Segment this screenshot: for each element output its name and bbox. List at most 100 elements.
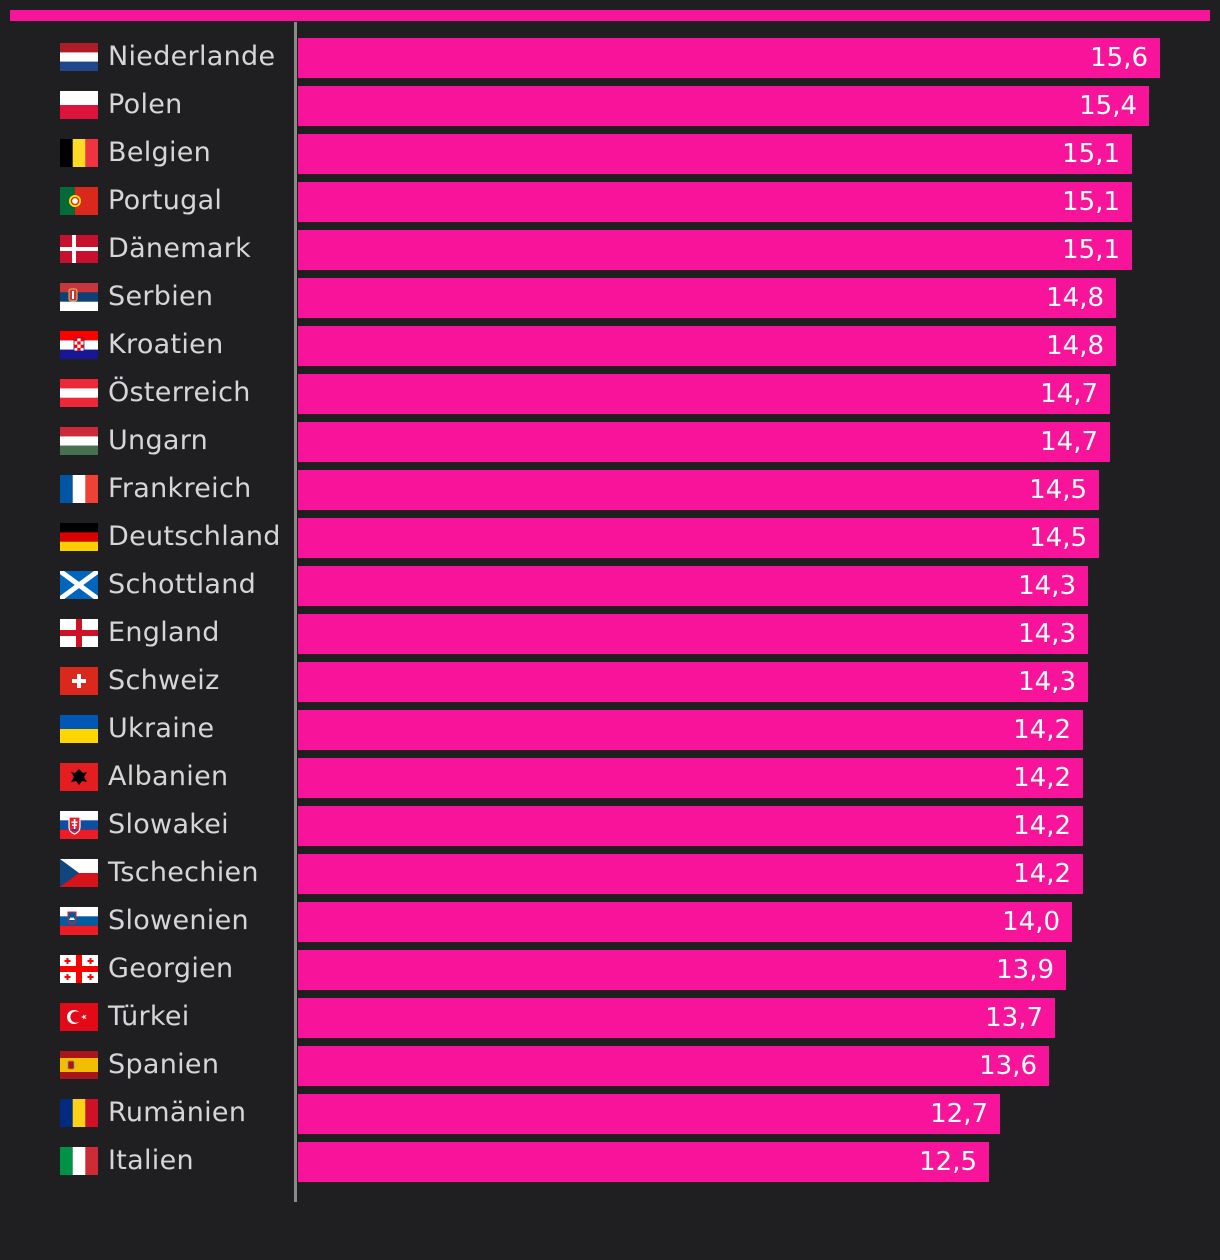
category-label: Georgien — [108, 953, 234, 984]
category-label: Deutschland — [108, 521, 281, 552]
bar-row-england: England 14,3 — [0, 614, 1220, 662]
poland-flag-icon — [60, 91, 98, 119]
value-label: 15,1 — [1062, 139, 1120, 169]
category-label: Ungarn — [108, 425, 209, 456]
value-label: 14,3 — [1018, 571, 1076, 601]
category-label: Tschechien — [108, 857, 259, 888]
value-label: 14,2 — [1013, 715, 1071, 745]
bar-row-kroatien: Kroatien 14,8 — [0, 326, 1220, 374]
category-label: Kroatien — [108, 329, 224, 360]
bar-row-italien: Italien 12,5 — [0, 1142, 1220, 1190]
category-label: Spanien — [108, 1049, 220, 1080]
portugal-flag-icon — [60, 187, 98, 215]
georgia-flag-icon — [60, 955, 98, 983]
bar-deutschland — [298, 518, 1099, 558]
bar-row-rumaenien: Rumänien 12,7 — [0, 1094, 1220, 1142]
bar-schweiz — [298, 662, 1088, 702]
bar-kroatien — [298, 326, 1116, 366]
value-label: 14,5 — [1029, 475, 1087, 505]
bar-row-ukraine: Ukraine 14,2 — [0, 710, 1220, 758]
category-label: Ukraine — [108, 713, 215, 744]
bar-tschechien — [298, 854, 1083, 894]
bar-slowenien — [298, 902, 1072, 942]
value-label: 14,8 — [1046, 283, 1104, 313]
bar-row-tuerkei: Türkei 13,7 — [0, 998, 1220, 1046]
bar-england — [298, 614, 1088, 654]
bar-serbien — [298, 278, 1116, 318]
bar-belgien — [298, 134, 1132, 174]
value-label: 15,4 — [1079, 91, 1137, 121]
bar-polen — [298, 86, 1149, 126]
category-label: Polen — [108, 89, 183, 120]
category-axis-line — [294, 22, 297, 1202]
value-label: 14,2 — [1013, 811, 1071, 841]
bar-frankreich — [298, 470, 1099, 510]
category-label: Slowenien — [108, 905, 249, 936]
bar-tuerkei — [298, 998, 1055, 1038]
category-label: Schottland — [108, 569, 257, 600]
value-label: 15,1 — [1062, 187, 1120, 217]
slovenia-flag-icon — [60, 907, 98, 935]
bar-portugal — [298, 182, 1132, 222]
bar-row-portugal: Portugal 15,1 — [0, 182, 1220, 230]
bar-row-daenemark: Dänemark 15,1 — [0, 230, 1220, 278]
denmark-flag-icon — [60, 235, 98, 263]
bar-row-schweiz: Schweiz 14,3 — [0, 662, 1220, 710]
category-label: Albanien — [108, 761, 229, 792]
serbia-flag-icon — [60, 283, 98, 311]
bar-slowakei — [298, 806, 1083, 846]
category-label: England — [108, 617, 220, 648]
croatia-flag-icon — [60, 331, 98, 359]
bar-row-serbien: Serbien 14,8 — [0, 278, 1220, 326]
bar-row-georgien: Georgien 13,9 — [0, 950, 1220, 998]
value-label: 14,7 — [1040, 427, 1098, 457]
scotland-flag-icon — [60, 571, 98, 599]
switzerland-flag-icon — [60, 667, 98, 695]
bar-row-niederlande: Niederlande 15,6 — [0, 38, 1220, 86]
ukraine-flag-icon — [60, 715, 98, 743]
germany-flag-icon — [60, 523, 98, 551]
bar-row-spanien: Spanien 13,6 — [0, 1046, 1220, 1094]
value-label: 12,5 — [919, 1147, 977, 1177]
value-label: 14,5 — [1029, 523, 1087, 553]
austria-flag-icon — [60, 379, 98, 407]
bar-row-frankreich: Frankreich 14,5 — [0, 470, 1220, 518]
bar-oesterreich — [298, 374, 1110, 414]
category-label: Schweiz — [108, 665, 220, 696]
bar-row-slowakei: Slowakei 14,2 — [0, 806, 1220, 854]
bar-row-albanien: Albanien 14,2 — [0, 758, 1220, 806]
bar-ungarn — [298, 422, 1110, 462]
value-label: 14,7 — [1040, 379, 1098, 409]
category-label: Rumänien — [108, 1097, 247, 1128]
bar-row-deutschland: Deutschland 14,5 — [0, 518, 1220, 566]
value-label: 13,9 — [996, 955, 1054, 985]
bar-schottland — [298, 566, 1088, 606]
hungary-flag-icon — [60, 427, 98, 455]
spain-flag-icon — [60, 1051, 98, 1079]
category-label: Belgien — [108, 137, 212, 168]
france-flag-icon — [60, 475, 98, 503]
category-label: Slowakei — [108, 809, 229, 840]
bar-albanien — [298, 758, 1083, 798]
bar-georgien — [298, 950, 1066, 990]
category-label: Dänemark — [108, 233, 252, 264]
value-label: 15,6 — [1090, 43, 1148, 73]
czechia-flag-icon — [60, 859, 98, 887]
bar-row-tschechien: Tschechien 14,2 — [0, 854, 1220, 902]
value-label: 14,3 — [1018, 619, 1076, 649]
value-label: 14,2 — [1013, 763, 1071, 793]
bar-spanien — [298, 1046, 1049, 1086]
bar-ukraine — [298, 710, 1083, 750]
value-label: 15,1 — [1062, 235, 1120, 265]
bar-row-schottland: Schottland 14,3 — [0, 566, 1220, 614]
bar-row-oesterreich: Österreich 14,7 — [0, 374, 1220, 422]
top-accent-rule — [10, 10, 1210, 21]
value-label: 14,2 — [1013, 859, 1071, 889]
netherlands-flag-icon — [60, 43, 98, 71]
value-label: 14,0 — [1002, 907, 1060, 937]
category-label: Österreich — [108, 377, 251, 408]
category-label: Serbien — [108, 281, 214, 312]
italy-flag-icon — [60, 1147, 98, 1175]
england-flag-icon — [60, 619, 98, 647]
